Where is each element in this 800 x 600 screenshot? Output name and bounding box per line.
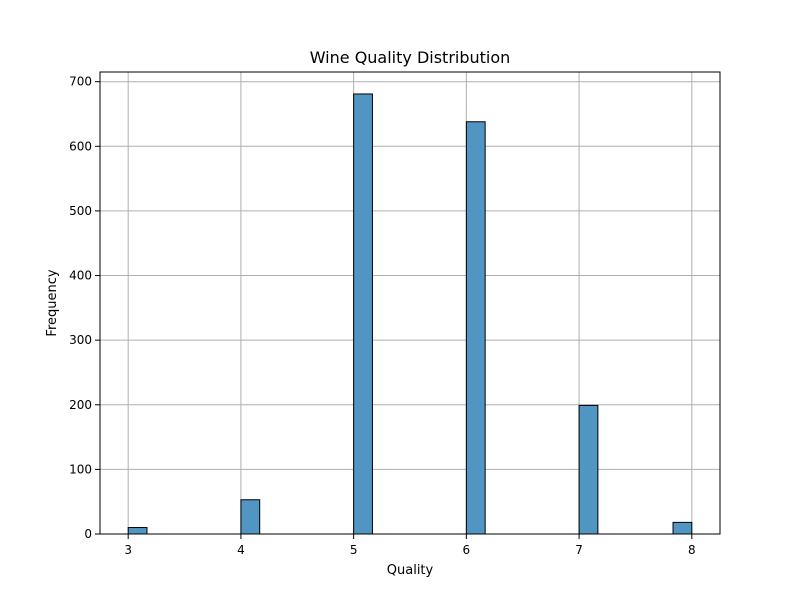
y-axis-label: Frequency [45, 269, 60, 336]
bar [127, 527, 148, 535]
bar [578, 404, 599, 535]
bar [672, 521, 693, 535]
bar [465, 121, 486, 535]
y-tick-label: 200 [69, 398, 92, 412]
x-tick-label: 3 [124, 543, 132, 557]
y-tick-label: 600 [69, 139, 92, 153]
y-tick-label: 300 [69, 333, 92, 347]
x-tick-label: 4 [237, 543, 245, 557]
x-tick-label: 6 [463, 543, 471, 557]
y-tick-label: 100 [69, 462, 92, 476]
plot-frame [99, 71, 721, 535]
x-tick-label: 8 [688, 543, 696, 557]
x-axis-label: Quality [387, 563, 434, 578]
y-tick-label: 400 [69, 269, 92, 283]
y-tick-label: 700 [69, 75, 92, 89]
x-tick-label: 5 [350, 543, 358, 557]
bar [353, 93, 373, 535]
bar [240, 499, 261, 535]
chart-title: Wine Quality Distribution [310, 48, 511, 67]
y-tick-label: 500 [69, 204, 92, 218]
y-tick-label: 0 [84, 527, 92, 541]
x-tick-label: 7 [575, 543, 583, 557]
grid [100, 72, 720, 535]
ticks: 3 4 5 6 7 8 0 100 200 300 400 500 600 700 [69, 75, 696, 557]
